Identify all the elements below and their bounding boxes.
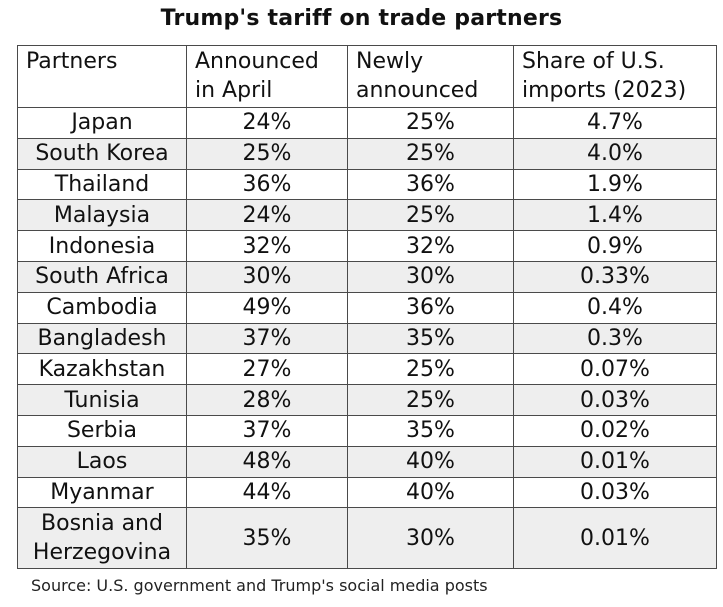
cell-newly-announced: 40% xyxy=(347,445,514,478)
cell-share-imports: 0.03% xyxy=(513,476,717,509)
table-row: South Africa 30% 30% 0.33% xyxy=(17,260,717,293)
source-note: Source: U.S. government and Trump's soci… xyxy=(31,576,488,595)
cell-share-imports: 0.3% xyxy=(513,322,717,355)
column-header-announced-april: Announced in April xyxy=(186,45,348,108)
cell-partner: South Africa xyxy=(17,260,187,293)
cell-partner: Cambodia xyxy=(17,291,187,324)
cell-announced-april: 25% xyxy=(186,137,348,170)
table-body: Japan 24% 25% 4.7% South Korea 25% 25% 4.0% Thai… xyxy=(17,107,717,570)
cell-partner: Kazakhstan xyxy=(17,353,187,386)
table-row: Indonesia 32% 32% 0.9% xyxy=(17,230,717,262)
cell-share-imports: 0.07% xyxy=(513,353,717,386)
cell-share-imports: 0.01% xyxy=(513,445,717,478)
cell-newly-announced: 36% xyxy=(347,291,514,324)
cell-newly-announced: 30% xyxy=(347,260,514,293)
cell-announced-april: 28% xyxy=(186,384,348,416)
cell-partner: Tunisia xyxy=(17,384,187,416)
cell-announced-april: 49% xyxy=(186,291,348,324)
column-header-partners: Partners xyxy=(17,45,187,108)
cell-partner: South Korea xyxy=(17,137,187,170)
cell-newly-announced: 25% xyxy=(347,107,514,139)
table-row: Bangladesh 37% 35% 0.3% xyxy=(17,322,717,355)
cell-announced-april: 30% xyxy=(186,260,348,293)
cell-share-imports: 1.4% xyxy=(513,199,717,232)
partner-name-line: Bosnia and xyxy=(41,511,163,537)
cell-share-imports: 0.33% xyxy=(513,260,717,293)
cell-partner: Bosnia and HerzegovinaBosnia andHerzegov… xyxy=(17,507,187,570)
table-row: South Korea 25% 25% 4.0% xyxy=(17,137,717,170)
table-row: Tunisia 28% 25% 0.03% xyxy=(17,384,717,416)
table-row: Bosnia and HerzegovinaBosnia andHerzegov… xyxy=(17,507,717,570)
header-april-line-1: Announced xyxy=(195,49,319,74)
cell-share-imports: 0.01% xyxy=(513,507,717,570)
cell-announced-april: 35% xyxy=(186,507,348,570)
cell-newly-announced: 40% xyxy=(347,476,514,509)
cell-newly-announced: 32% xyxy=(347,230,514,262)
cell-partner: Malaysia xyxy=(17,199,187,232)
cell-newly-announced: 25% xyxy=(347,353,514,386)
column-header-share-imports: Share of U.S. imports (2023) xyxy=(513,45,717,108)
column-header-newly-announced: Newly announced xyxy=(347,45,514,108)
table-row: Serbia 37% 35% 0.02% xyxy=(17,414,717,447)
cell-announced-april: 37% xyxy=(186,322,348,355)
cell-partner: Japan xyxy=(17,107,187,139)
cell-newly-announced: 25% xyxy=(347,199,514,232)
cell-partner: Myanmar xyxy=(17,476,187,509)
header-april-line-2: in April xyxy=(195,78,273,103)
cell-partner: Indonesia xyxy=(17,230,187,262)
cell-share-imports: 0.02% xyxy=(513,414,717,447)
cell-share-imports: 4.0% xyxy=(513,137,717,170)
cell-announced-april: 48% xyxy=(186,445,348,478)
table-row: Malaysia 24% 25% 1.4% xyxy=(17,199,717,232)
tariff-table: Partners Announced in April Newly announce… xyxy=(17,45,717,570)
chart-title: Trump's tariff on trade partners xyxy=(160,6,563,31)
table-row: Myanmar 44% 40% 0.03% xyxy=(17,476,717,509)
cell-share-imports: 0.9% xyxy=(513,230,717,262)
partner-name-line: Herzegovina xyxy=(32,540,172,566)
cell-announced-april: 24% xyxy=(186,107,348,139)
cell-partner: Thailand xyxy=(17,168,187,201)
cell-share-imports: 0.4% xyxy=(513,291,717,324)
cell-newly-announced: 25% xyxy=(347,384,514,416)
cell-announced-april: 24% xyxy=(186,199,348,232)
header-new-line-1: Newly xyxy=(356,49,424,74)
cell-newly-announced: 36% xyxy=(347,168,514,201)
table-row: Kazakhstan 27% 25% 0.07% xyxy=(17,353,717,386)
cell-share-imports: 1.9% xyxy=(513,168,717,201)
cell-announced-april: 32% xyxy=(186,230,348,262)
table-row: Japan 24% 25% 4.7% xyxy=(17,107,717,139)
header-partners-line-1: Partners xyxy=(26,49,118,74)
header-row: Partners Announced in April Newly announce… xyxy=(17,45,717,108)
table-row: Thailand 36% 36% 1.9% xyxy=(17,168,717,201)
cell-newly-announced: 25% xyxy=(347,137,514,170)
cell-partner: Laos xyxy=(17,445,187,478)
cell-announced-april: 44% xyxy=(186,476,348,509)
cell-announced-april: 37% xyxy=(186,414,348,447)
cell-share-imports: 4.7% xyxy=(513,107,717,139)
cell-announced-april: 27% xyxy=(186,353,348,386)
cell-newly-announced: 35% xyxy=(347,322,514,355)
header-new-line-2: announced xyxy=(356,78,479,103)
table-row: Laos 48% 40% 0.01% xyxy=(17,445,717,478)
cell-partner: Serbia xyxy=(17,414,187,447)
header-share-line-2: imports (2023) xyxy=(522,78,687,103)
cell-newly-announced: 35% xyxy=(347,414,514,447)
cell-partner: Bangladesh xyxy=(17,322,187,355)
table-row: Cambodia 49% 36% 0.4% xyxy=(17,291,717,324)
cell-announced-april: 36% xyxy=(186,168,348,201)
cell-share-imports: 0.03% xyxy=(513,384,717,416)
cell-newly-announced: 30% xyxy=(347,507,514,570)
header-share-line-1: Share of U.S. xyxy=(522,49,665,74)
